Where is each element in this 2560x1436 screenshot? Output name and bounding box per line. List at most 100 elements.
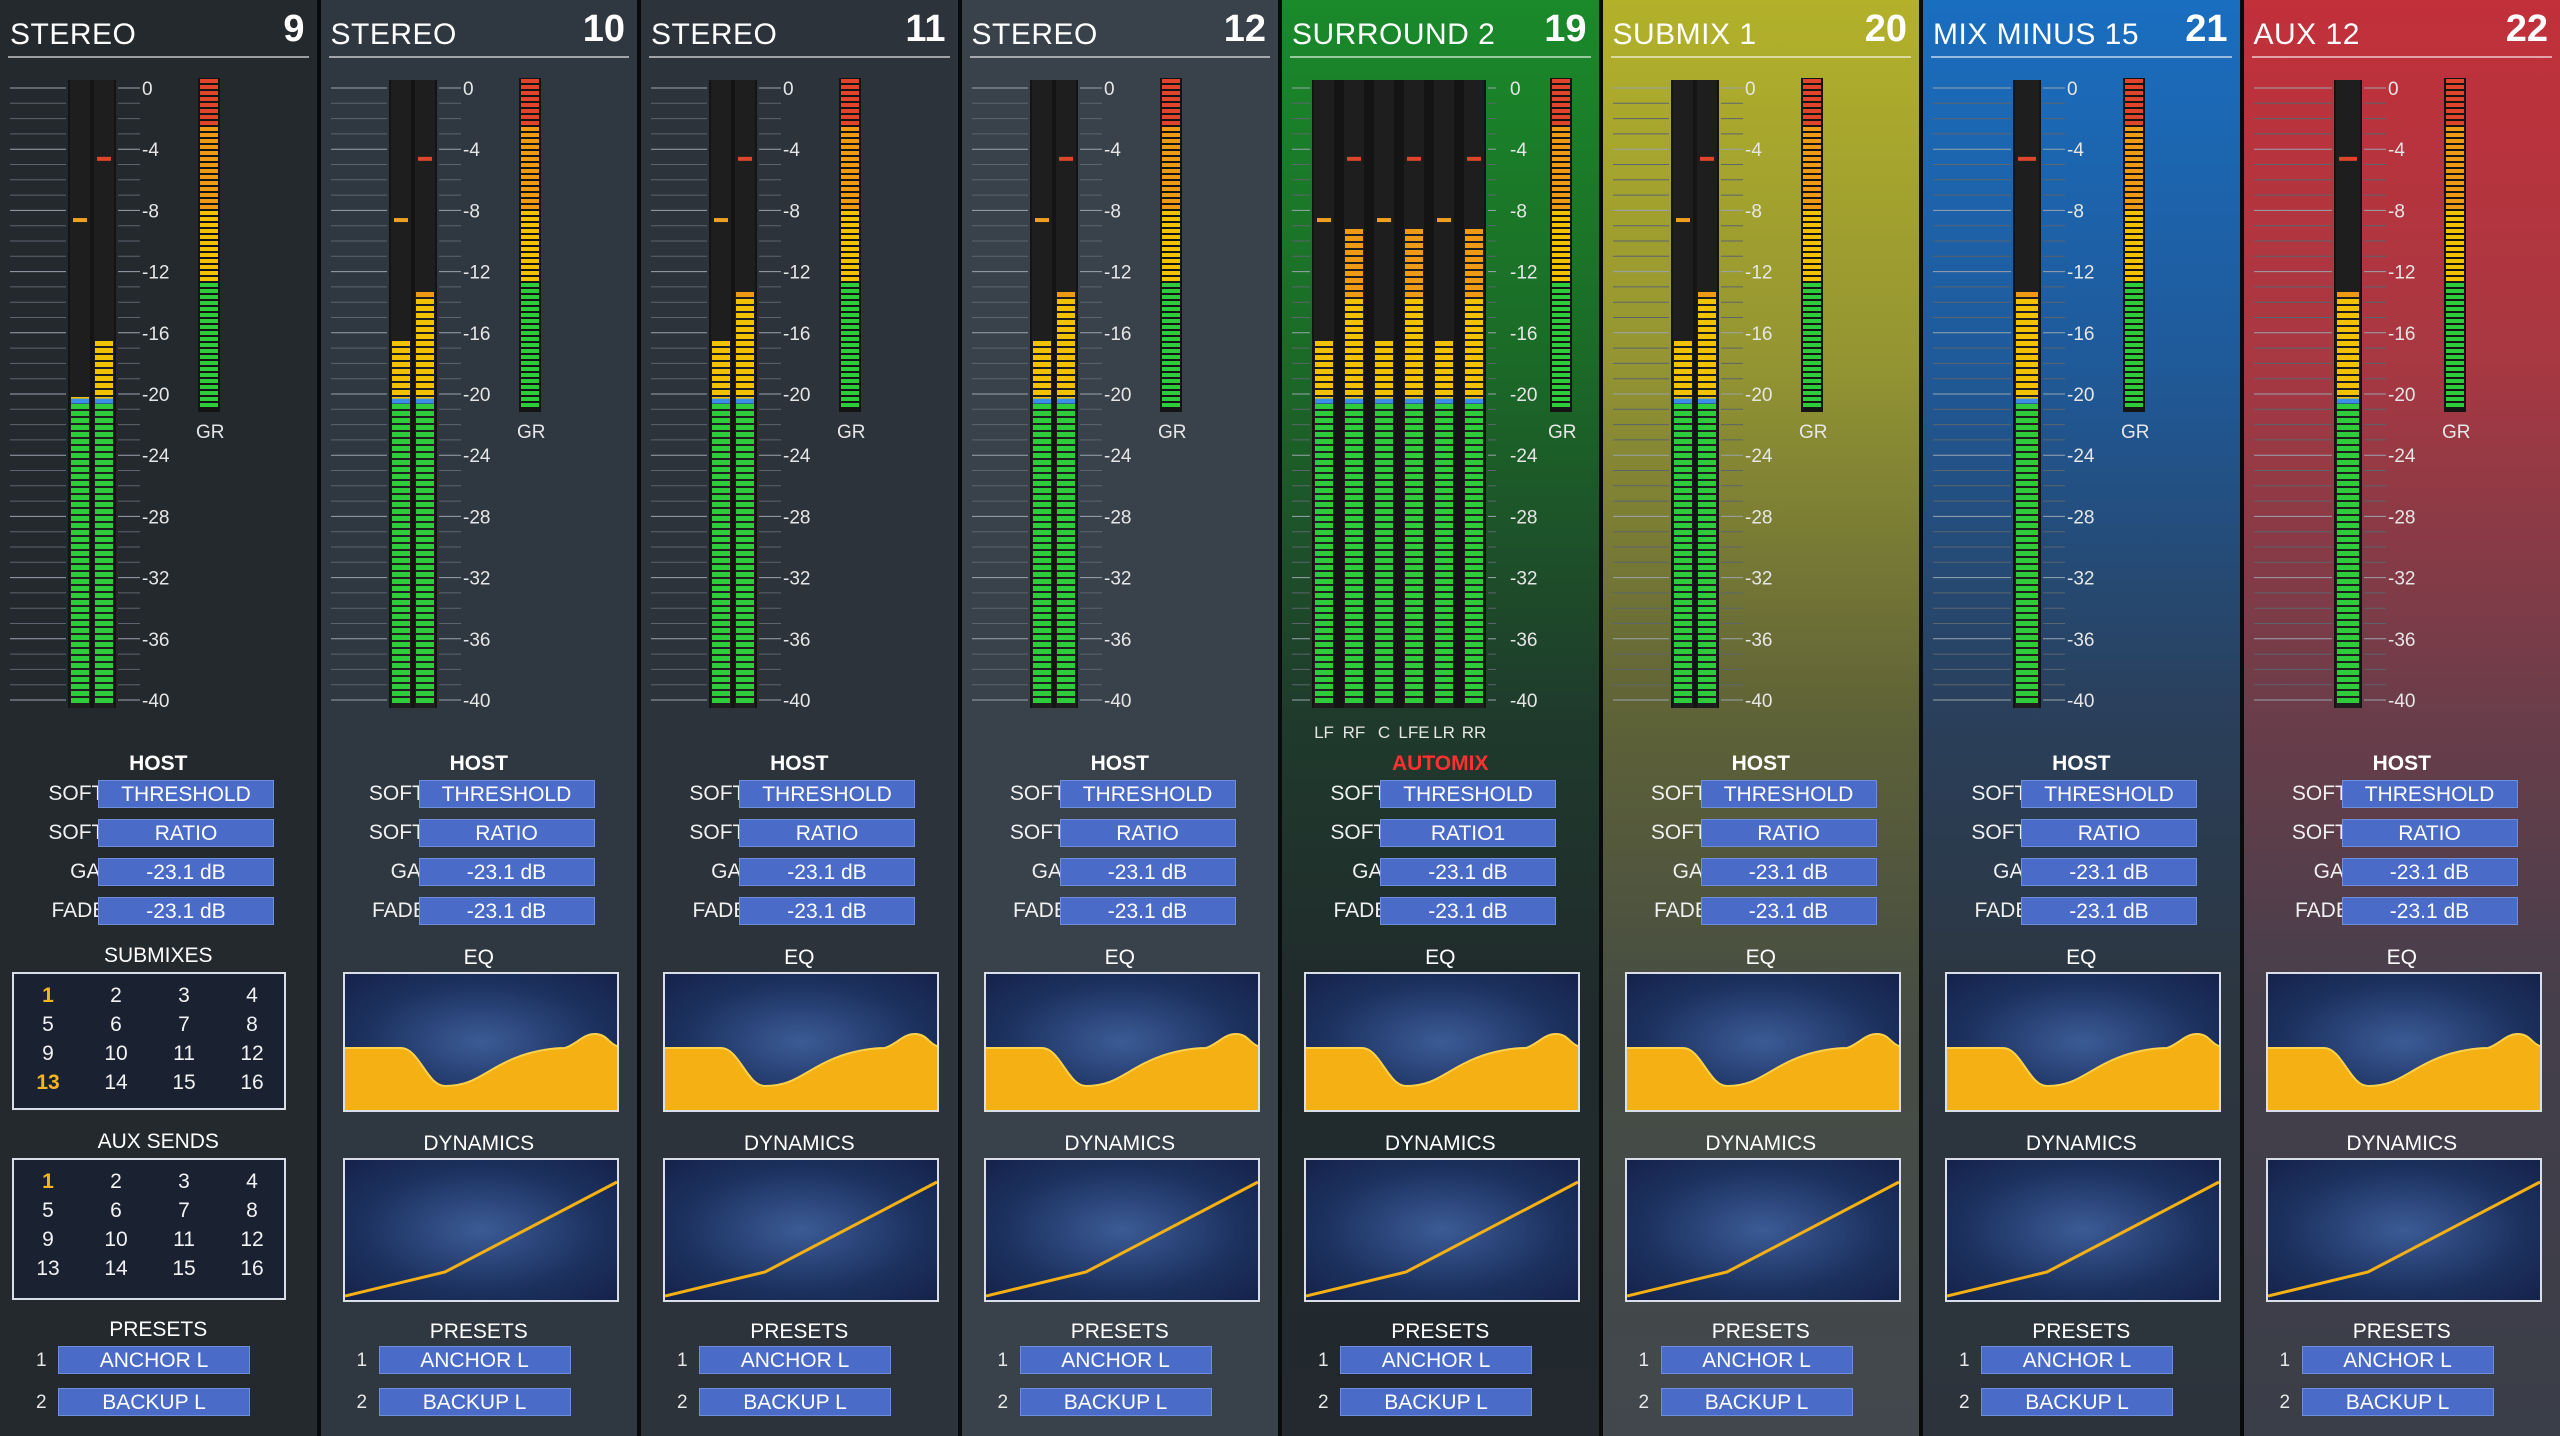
- fader-button[interactable]: -23.1 dB: [2021, 897, 2197, 925]
- submix-2[interactable]: 2: [110, 984, 122, 1007]
- soft-1-button[interactable]: THRESHOLD: [1059, 780, 1236, 808]
- soft-1-button[interactable]: THRESHOLD: [2341, 780, 2518, 808]
- soft-2-button[interactable]: RATIO: [739, 819, 915, 847]
- soft-1-button[interactable]: THRESHOLD: [418, 780, 595, 808]
- aux-send-8[interactable]: 8: [246, 1199, 258, 1222]
- aux-send-16[interactable]: 16: [240, 1257, 264, 1280]
- gain-button[interactable]: -23.1 dB: [418, 858, 595, 886]
- aux-send-7[interactable]: 7: [178, 1199, 190, 1222]
- dynamics-panel[interactable]: [342, 1158, 619, 1302]
- soft-2-button[interactable]: RATIO: [418, 819, 595, 847]
- eq-panel[interactable]: [663, 972, 939, 1112]
- preset-button-anchor[interactable]: ANCHOR L: [58, 1346, 250, 1374]
- soft-1-button[interactable]: THRESHOLD: [739, 780, 915, 808]
- eq-panel[interactable]: [1304, 972, 1580, 1112]
- dynamics-panel[interactable]: [1624, 1158, 1901, 1302]
- submix-10[interactable]: 10: [104, 1042, 128, 1065]
- preset-button-backup[interactable]: BACKUP L: [2301, 1388, 2494, 1416]
- gain-button[interactable]: -23.1 dB: [1059, 858, 1236, 886]
- strip-header[interactable]: STEREO 11: [649, 0, 950, 58]
- fader-button[interactable]: -23.1 dB: [98, 897, 274, 925]
- submix-6[interactable]: 6: [110, 1013, 122, 1036]
- gain-button[interactable]: -23.1 dB: [2021, 858, 2197, 886]
- dynamics-panel[interactable]: [663, 1158, 939, 1302]
- preset-button-backup[interactable]: BACKUP L: [1660, 1388, 1853, 1416]
- dynamics-panel[interactable]: [983, 1158, 1260, 1302]
- soft-1-button[interactable]: THRESHOLD: [1700, 780, 1877, 808]
- preset-button-anchor[interactable]: ANCHOR L: [1660, 1346, 1853, 1374]
- fader-button[interactable]: -23.1 dB: [1700, 897, 1877, 925]
- preset-button-backup[interactable]: BACKUP L: [58, 1388, 250, 1416]
- preset-button-anchor[interactable]: ANCHOR L: [1340, 1346, 1532, 1374]
- preset-button-backup[interactable]: BACKUP L: [378, 1388, 571, 1416]
- soft-2-button[interactable]: RATIO: [2021, 819, 2197, 847]
- soft-1-button[interactable]: THRESHOLD: [2021, 780, 2197, 808]
- aux-send-15[interactable]: 15: [172, 1257, 196, 1280]
- gain-button[interactable]: -23.1 dB: [1700, 858, 1877, 886]
- preset-button-anchor[interactable]: ANCHOR L: [699, 1346, 891, 1374]
- fader-button[interactable]: -23.1 dB: [739, 897, 915, 925]
- aux-send-4[interactable]: 4: [246, 1170, 258, 1193]
- aux-send-14[interactable]: 14: [104, 1257, 128, 1280]
- strip-header[interactable]: STEREO 12: [969, 0, 1270, 58]
- aux-send-6[interactable]: 6: [110, 1199, 122, 1222]
- submix-16[interactable]: 16: [240, 1071, 264, 1094]
- preset-button-backup[interactable]: BACKUP L: [1340, 1388, 1532, 1416]
- preset-button-backup[interactable]: BACKUP L: [699, 1388, 891, 1416]
- gain-button[interactable]: -23.1 dB: [739, 858, 915, 886]
- submix-13[interactable]: 13: [36, 1071, 60, 1094]
- dynamics-panel[interactable]: [2265, 1158, 2542, 1302]
- fader-button[interactable]: -23.1 dB: [1380, 897, 1556, 925]
- gain-button[interactable]: -23.1 dB: [1380, 858, 1556, 886]
- submix-9[interactable]: 9: [42, 1042, 54, 1065]
- soft-2-button[interactable]: RATIO: [1700, 819, 1877, 847]
- soft-2-button[interactable]: RATIO: [2341, 819, 2518, 847]
- dynamics-panel[interactable]: [1304, 1158, 1580, 1302]
- soft-1-button[interactable]: THRESHOLD: [1380, 780, 1556, 808]
- submix-3[interactable]: 3: [178, 984, 190, 1007]
- submix-11[interactable]: 11: [173, 1042, 195, 1065]
- strip-header[interactable]: MIX MINUS 15 21: [1931, 0, 2232, 58]
- aux-send-5[interactable]: 5: [42, 1199, 54, 1222]
- submix-5[interactable]: 5: [42, 1013, 54, 1036]
- submix-12[interactable]: 12: [240, 1042, 264, 1065]
- eq-panel[interactable]: [1945, 972, 2221, 1112]
- preset-button-anchor[interactable]: ANCHOR L: [2301, 1346, 2494, 1374]
- strip-header[interactable]: SURROUND 2 19: [1290, 0, 1591, 58]
- soft-2-button[interactable]: RATIO: [1059, 819, 1236, 847]
- submix-15[interactable]: 15: [172, 1071, 196, 1094]
- aux-send-10[interactable]: 10: [104, 1228, 128, 1251]
- submix-4[interactable]: 4: [246, 984, 258, 1007]
- aux-send-2[interactable]: 2: [110, 1170, 122, 1193]
- fader-button[interactable]: -23.1 dB: [418, 897, 595, 925]
- aux-send-1[interactable]: 1: [42, 1170, 54, 1193]
- eq-panel[interactable]: [983, 972, 1260, 1112]
- eq-panel[interactable]: [2265, 972, 2542, 1112]
- strip-header[interactable]: SUBMIX 1 20: [1610, 0, 1911, 58]
- fader-button[interactable]: -23.1 dB: [1059, 897, 1236, 925]
- submix-1[interactable]: 1: [42, 984, 54, 1007]
- preset-button-backup[interactable]: BACKUP L: [1981, 1388, 2173, 1416]
- soft-2-button[interactable]: RATIO: [98, 819, 274, 847]
- aux-send-11[interactable]: 11: [173, 1228, 195, 1251]
- fader-button[interactable]: -23.1 dB: [2341, 897, 2518, 925]
- aux-send-3[interactable]: 3: [178, 1170, 190, 1193]
- dynamics-panel[interactable]: [1945, 1158, 2221, 1302]
- aux-send-9[interactable]: 9: [42, 1228, 54, 1251]
- eq-panel[interactable]: [1624, 972, 1901, 1112]
- eq-panel[interactable]: [342, 972, 619, 1112]
- submix-7[interactable]: 7: [178, 1013, 190, 1036]
- strip-header[interactable]: STEREO 10: [328, 0, 629, 58]
- gain-button[interactable]: -23.1 dB: [2341, 858, 2518, 886]
- soft-2-button[interactable]: RATIO1: [1380, 819, 1556, 847]
- preset-button-backup[interactable]: BACKUP L: [1019, 1388, 1212, 1416]
- preset-button-anchor[interactable]: ANCHOR L: [378, 1346, 571, 1374]
- preset-button-anchor[interactable]: ANCHOR L: [1019, 1346, 1212, 1374]
- submix-14[interactable]: 14: [104, 1071, 128, 1094]
- gain-button[interactable]: -23.1 dB: [98, 858, 274, 886]
- preset-button-anchor[interactable]: ANCHOR L: [1981, 1346, 2173, 1374]
- submix-8[interactable]: 8: [246, 1013, 258, 1036]
- aux-send-12[interactable]: 12: [240, 1228, 264, 1251]
- strip-header[interactable]: AUX 12 22: [2251, 0, 2552, 58]
- aux-send-13[interactable]: 13: [36, 1257, 60, 1280]
